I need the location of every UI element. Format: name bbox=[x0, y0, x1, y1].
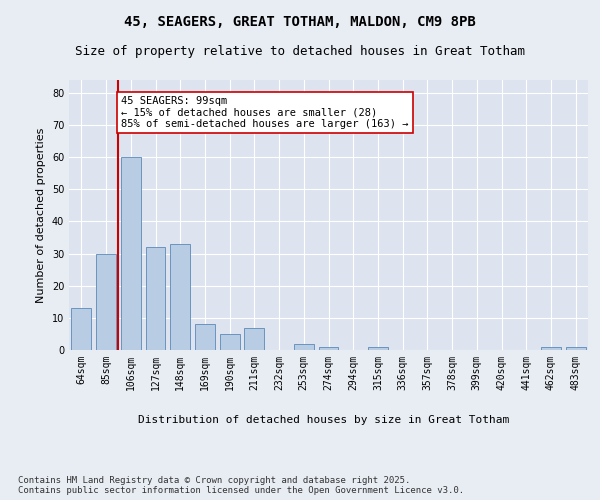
Text: 45 SEAGERS: 99sqm
← 15% of detached houses are smaller (28)
85% of semi-detached: 45 SEAGERS: 99sqm ← 15% of detached hous… bbox=[121, 96, 409, 130]
Bar bbox=[368, 347, 388, 350]
Bar bbox=[195, 324, 215, 350]
Text: Size of property relative to detached houses in Great Totham: Size of property relative to detached ho… bbox=[75, 45, 525, 58]
Y-axis label: Number of detached properties: Number of detached properties bbox=[36, 128, 46, 302]
Bar bbox=[146, 247, 166, 350]
Bar bbox=[121, 157, 140, 350]
Bar bbox=[566, 347, 586, 350]
Text: 45, SEAGERS, GREAT TOTHAM, MALDON, CM9 8PB: 45, SEAGERS, GREAT TOTHAM, MALDON, CM9 8… bbox=[124, 15, 476, 29]
Text: Contains HM Land Registry data © Crown copyright and database right 2025.
Contai: Contains HM Land Registry data © Crown c… bbox=[18, 476, 464, 495]
Bar bbox=[170, 244, 190, 350]
Bar bbox=[319, 347, 338, 350]
Bar bbox=[294, 344, 314, 350]
Bar bbox=[541, 347, 561, 350]
Bar bbox=[96, 254, 116, 350]
Bar bbox=[220, 334, 239, 350]
Text: Distribution of detached houses by size in Great Totham: Distribution of detached houses by size … bbox=[139, 415, 509, 425]
Bar bbox=[71, 308, 91, 350]
Bar bbox=[244, 328, 264, 350]
